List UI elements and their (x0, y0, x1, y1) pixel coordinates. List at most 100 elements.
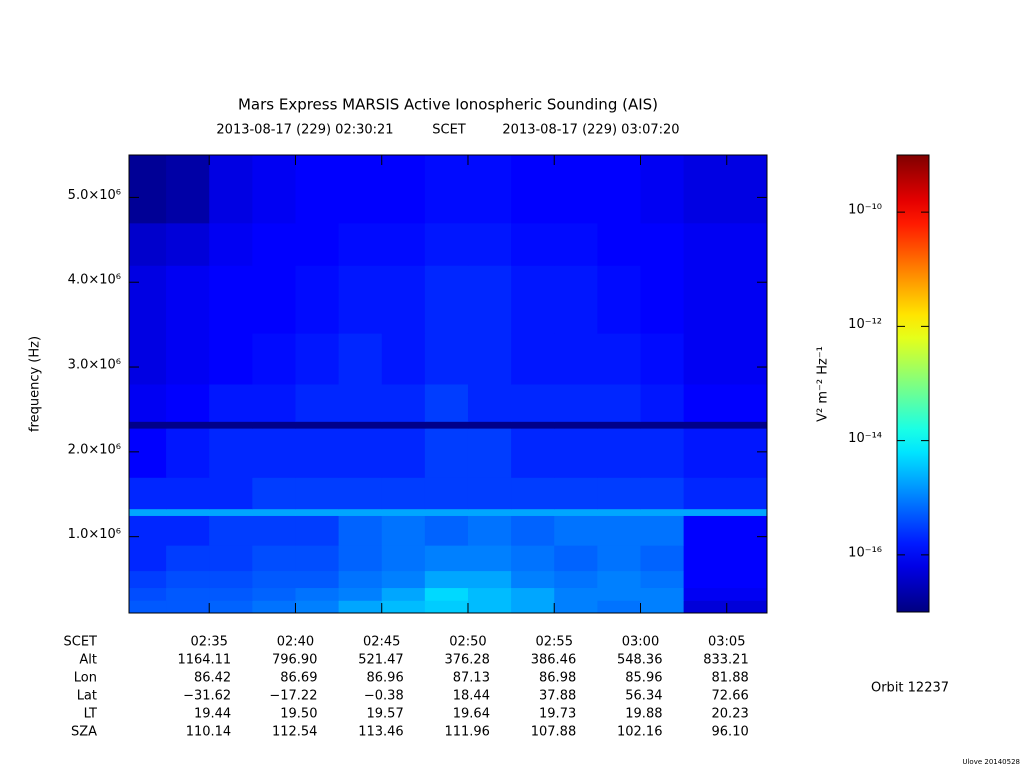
heatmap-cell (338, 587, 383, 601)
ephemeris-value: 376.28 (444, 653, 490, 668)
heatmap-cell (129, 265, 167, 334)
heatmap-cell (511, 477, 555, 510)
heatmap-cell (381, 265, 426, 334)
heatmap-cell (554, 222, 598, 266)
heatmap-cell (640, 155, 685, 224)
heatmap-cell (511, 508, 555, 516)
heatmap-cell (209, 333, 253, 385)
heatmap-cell (381, 545, 426, 572)
heatmap-cell (511, 545, 555, 572)
heatmap-cell (166, 570, 210, 589)
heatmap-cell (467, 477, 512, 510)
ephemeris-value: 19.57 (367, 707, 404, 722)
heatmap-cell (338, 265, 383, 334)
heatmap-cell (295, 155, 340, 224)
heatmap-cell (597, 428, 641, 478)
heatmap-cell (129, 508, 167, 516)
heatmap-cell (166, 421, 210, 429)
heatmap-cell (683, 570, 728, 589)
heatmap-cell (683, 515, 728, 546)
heatmap-cell (295, 545, 340, 572)
heatmap-cell (597, 222, 641, 266)
heatmap-cell (683, 384, 728, 422)
x-tick-label: 02:40 (277, 635, 314, 650)
heatmap-cell (726, 155, 768, 224)
heatmap-cell (467, 421, 512, 429)
heatmap-cell (295, 421, 340, 429)
credit: Ulove 20140528 (962, 758, 1020, 766)
heatmap-cell (166, 515, 210, 546)
heatmap-cell (597, 600, 641, 614)
ephemeris-value: −0.38 (364, 689, 404, 704)
heatmap-cell (597, 265, 641, 334)
heatmap-cell (683, 155, 728, 224)
heatmap-cell (467, 515, 512, 546)
heatmap-cell (381, 333, 426, 385)
colorbar-tick-label: 10⁻¹² (848, 317, 882, 332)
heatmap-cell (209, 477, 253, 510)
heatmap-cell (166, 508, 210, 516)
heatmap-cell (640, 477, 685, 510)
heatmap-cell (129, 428, 167, 478)
heatmap-cell (726, 421, 768, 429)
heatmap-cell (640, 515, 685, 546)
heatmap-cell (209, 265, 253, 334)
heatmap-cell (424, 570, 469, 589)
colorbar (896, 154, 930, 613)
heatmap-cell (381, 508, 426, 516)
heatmap-cell (338, 333, 383, 385)
heatmap-cell (338, 222, 383, 266)
heatmap-cell (554, 477, 598, 510)
heatmap-cell (209, 515, 253, 546)
ephemeris-row-label: Lat (77, 689, 97, 704)
heatmap-cell (209, 384, 253, 422)
orbit-label: Orbit 12237 (871, 681, 949, 696)
heatmap-cell (166, 265, 210, 334)
heatmap-cell (338, 545, 383, 572)
heatmap-cell (554, 421, 598, 429)
heatmap-cell (554, 545, 598, 572)
ephemeris-value: 521.47 (358, 653, 404, 668)
heatmap-cell (252, 155, 296, 224)
heatmap-cell (295, 600, 340, 614)
ephemeris-value: 86.42 (194, 671, 231, 686)
heatmap-cell (338, 600, 383, 614)
heatmap-cell (295, 222, 340, 266)
x-tick-label: 03:00 (622, 635, 659, 650)
heatmap-cell (295, 570, 340, 589)
heatmap-cell (295, 477, 340, 510)
heatmap-cell (295, 384, 340, 422)
heatmap-cell (381, 222, 426, 266)
heatmap-cell (683, 587, 728, 601)
heatmap-cell (597, 545, 641, 572)
ephemeris-row-label: SCET (64, 635, 98, 650)
heatmap-cell (683, 477, 728, 510)
ephemeris-value: 19.64 (453, 707, 490, 722)
heatmap-cell (726, 384, 768, 422)
heatmap-cell (381, 428, 426, 478)
heatmap-cell (640, 545, 685, 572)
heatmap-cell (424, 508, 469, 516)
heatmap-cell (209, 222, 253, 266)
heatmap-cell (726, 333, 768, 385)
heatmap-cell (166, 155, 210, 224)
heatmap-cell (424, 587, 469, 601)
heatmap-cell (166, 333, 210, 385)
ephemeris-value: 386.46 (531, 653, 577, 668)
heatmap-cell (467, 428, 512, 478)
heatmap-cell (252, 508, 296, 516)
heatmap-cell (467, 600, 512, 614)
ephemeris-value: 19.44 (194, 707, 231, 722)
heatmap-cell (683, 428, 728, 478)
heatmap-cell (252, 477, 296, 510)
ephemeris-value: 85.96 (625, 671, 662, 686)
y-tick-label: 1.0×10⁶ (68, 527, 121, 542)
heatmap-cell (597, 515, 641, 546)
heatmap-cell (166, 587, 210, 601)
heatmap-cell (597, 421, 641, 429)
heatmap-cell (640, 587, 685, 601)
heatmap-cell (683, 508, 728, 516)
x-tick-label: 02:55 (536, 635, 573, 650)
heatmap-cell (554, 155, 598, 224)
